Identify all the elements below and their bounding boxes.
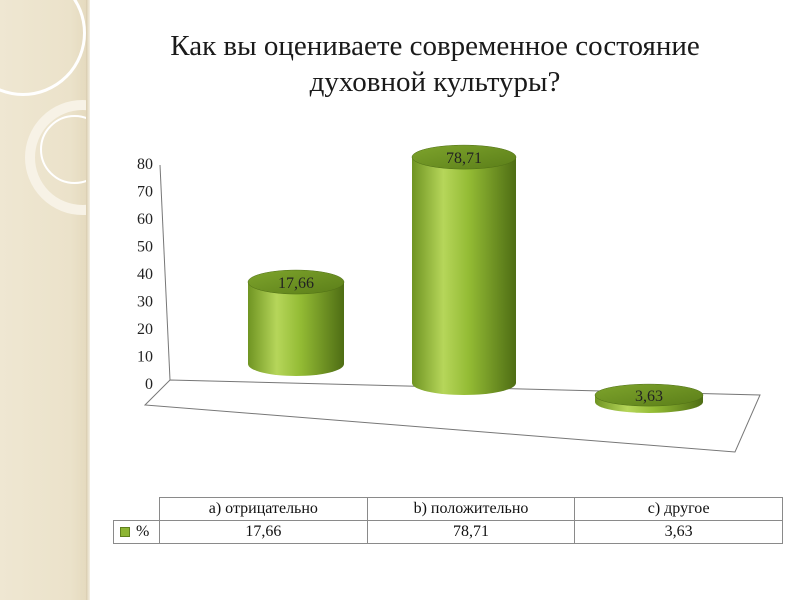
table-corner-cell [113,497,160,521]
bar-chart: 0 10 20 30 40 50 60 70 80 17,66 78,71 3,63 [137,144,761,453]
bar-body [248,282,344,376]
legend-label: % [136,523,150,540]
y-tick-label: 20 [137,321,153,338]
table-header-cell: a) отрицательно [159,497,368,521]
bar-top [411,144,517,170]
chart-title-line-1: Как вы оцениваете современное состояние [170,30,700,62]
chart-title: Как вы оцениваете современное состояние … [120,28,750,100]
y-tick-label: 10 [137,349,153,366]
y-tick-label: 70 [137,184,153,201]
legend-cell: % [113,520,160,544]
data-label: 17,66 [278,275,314,292]
table-header-cell: c) другое [574,497,783,521]
bar [594,383,704,413]
y-tick-label: 80 [137,156,153,173]
y-tick-label: 50 [137,239,153,256]
table-value-cell: 3,63 [574,520,783,544]
legend-swatch [120,527,130,538]
y-tick-label: 30 [137,294,153,311]
chart-frame [143,164,761,453]
chart-title-line-2: духовной культуры? [309,66,561,98]
bar [247,269,345,376]
side-panel-edge [86,0,90,600]
bars [247,144,704,413]
decorative-side-panel [0,0,88,600]
data-label: 78,71 [446,150,482,167]
y-tick-label: 0 [145,376,153,393]
table-value-cell: 78,71 [366,520,576,544]
bar-body [412,157,516,395]
y-tick-label: 60 [137,211,153,228]
table-row: % 17,66 78,71 3,63 [113,520,783,544]
y-tick-label: 40 [137,266,153,283]
bar [411,144,517,395]
bar-top [247,269,345,295]
chart-floor [143,379,761,453]
data-label: 3,63 [635,388,663,405]
back-wall-axis [159,164,171,381]
table-header-row: a) отрицательно b) положительно c) друго… [113,497,783,521]
bar-top [594,383,704,407]
table-value-cell: 17,66 [159,520,368,544]
table-header-cell: b) положительно [366,497,576,521]
data-table: a) отрицательно b) положительно c) друго… [113,497,783,544]
y-axis-ticks: 0 10 20 30 40 50 60 70 80 [137,156,153,393]
data-labels: 17,66 78,71 3,63 [278,150,663,405]
